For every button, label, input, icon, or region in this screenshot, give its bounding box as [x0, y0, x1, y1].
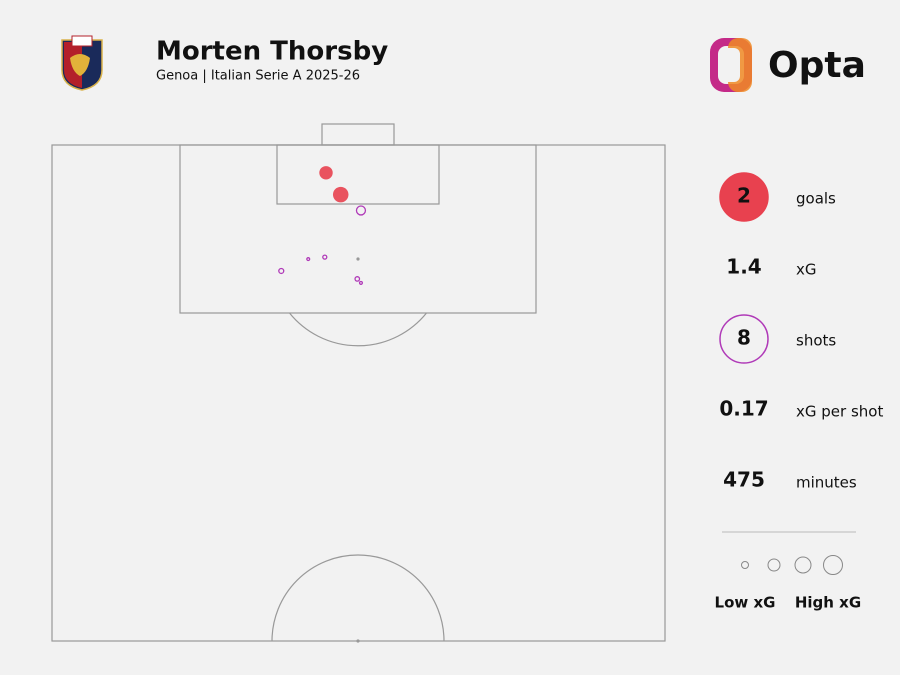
pitch — [51, 123, 666, 643]
stat-label: xG — [796, 261, 817, 279]
shot — [322, 254, 328, 260]
legend-high: High xG — [795, 594, 861, 612]
club-crest — [61, 35, 103, 91]
goal-shot — [332, 186, 349, 203]
size-legend — [741, 555, 843, 575]
shot — [355, 205, 367, 216]
stat-badge — [719, 314, 769, 364]
stat-value: 475 — [723, 468, 765, 492]
stat-label: xG per shot — [796, 403, 883, 421]
stat-label: goals — [796, 190, 836, 208]
legend-low: Low xG — [715, 594, 776, 612]
title: Morten Thorsby — [156, 37, 388, 67]
stat-badge — [719, 172, 769, 222]
stat-label: minutes — [796, 474, 857, 492]
shot — [358, 280, 364, 285]
goal-shot — [319, 166, 333, 180]
stat-value: 1.4 — [726, 255, 761, 279]
shot — [306, 257, 311, 262]
stat-label: shots — [796, 332, 836, 350]
brand-name: Opta — [768, 45, 866, 86]
stat-value: 0.17 — [719, 397, 768, 421]
subtitle: Genoa | Italian Serie A 2025-26 — [156, 69, 360, 84]
shot — [354, 276, 361, 282]
stat-value: 8 — [737, 326, 751, 350]
shot — [278, 267, 285, 275]
brand-logo — [710, 38, 752, 92]
stat-value: 2 — [737, 184, 751, 208]
